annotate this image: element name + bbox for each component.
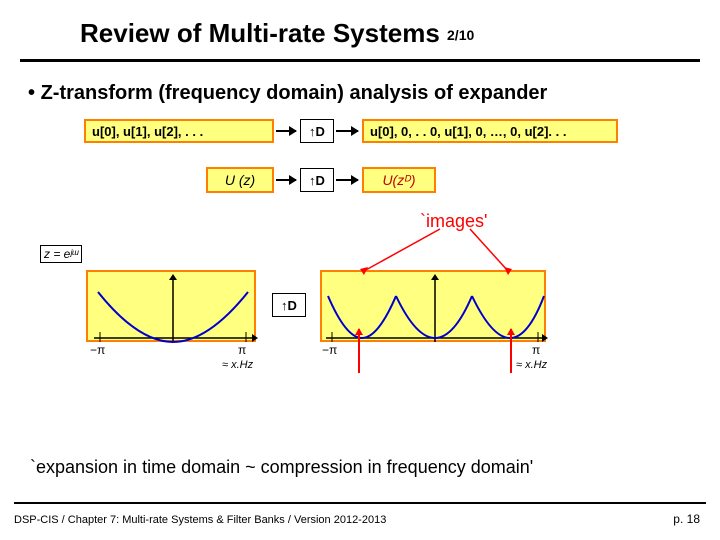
red-label-arrows (320, 211, 546, 281)
explain-text: `expansion in time domain ~ compression … (30, 457, 533, 478)
axis-pospi-left: π (238, 343, 246, 357)
uz-left-box: U (z) (206, 167, 274, 193)
bullet-line: Z-transform (frequency domain) analysis … (0, 62, 720, 105)
plot-left-svg (88, 272, 258, 344)
arrow-out-2 (336, 179, 358, 181)
red-arrow-1 (358, 329, 360, 373)
footer-text: DSP-CIS / Chapter 7: Multi-rate Systems … (14, 514, 386, 526)
upsample-box-2: ↑D (300, 168, 334, 192)
arrow-out-1 (336, 130, 358, 132)
upsample-box-1: ↑D (300, 119, 334, 143)
slide-title: Review of Multi-rate Systems 2/10 (0, 0, 720, 55)
z-eq-box: z = eʲᵚ (40, 245, 82, 263)
arrow-in-2 (276, 179, 296, 181)
title-text: Review of Multi-rate Systems (80, 18, 440, 48)
upsample-box-3: ↑D (272, 293, 306, 317)
axis-pospi-right: π (532, 343, 540, 357)
input-sequence-box: u[0], u[1], u[2], . . . (84, 119, 274, 143)
axis-xhz-left: ≈ x.Hz (222, 359, 253, 371)
page-indicator: 2/10 (447, 27, 474, 43)
diagram-area: u[0], u[1], u[2], . . . ↑D u[0], 0, . . … (20, 115, 700, 405)
red-arrow-2 (510, 329, 512, 373)
arrow-in-1 (276, 130, 296, 132)
axis-xhz-right: ≈ x.Hz (516, 359, 547, 371)
plot-left (86, 270, 256, 342)
uz-right-box: U(zᴰ) (362, 167, 436, 193)
output-sequence-box: u[0], 0, . . 0, u[1], 0, …, 0, u[2]. . . (362, 119, 618, 143)
axis-negpi-right: −π (322, 343, 337, 357)
axis-negpi-left: −π (90, 343, 105, 357)
footer-rule (14, 502, 706, 504)
page-number: p. 18 (673, 512, 700, 526)
